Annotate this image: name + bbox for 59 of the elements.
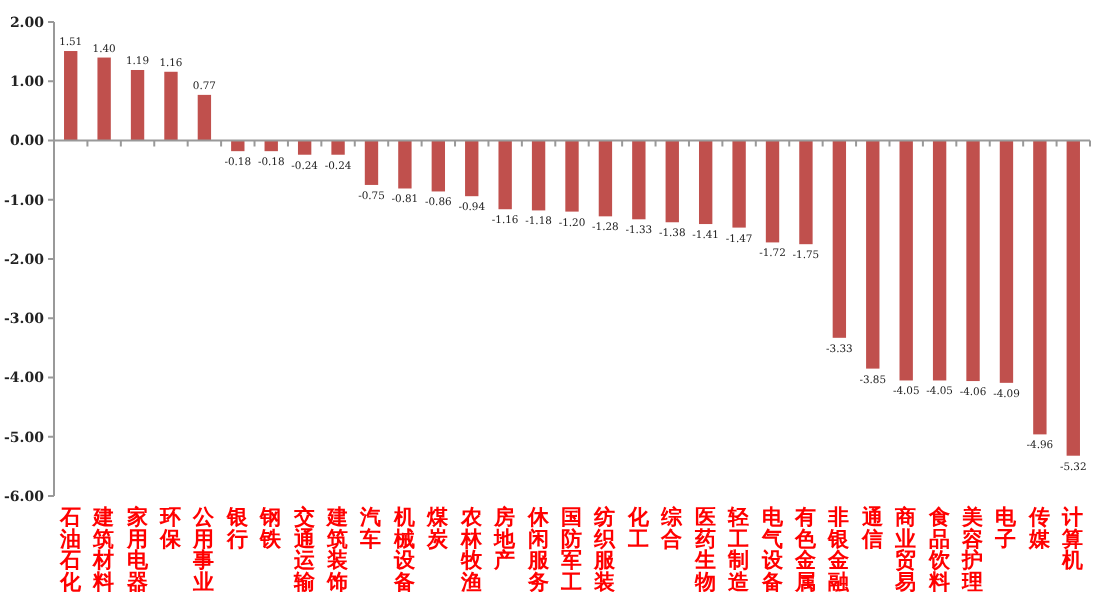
x-tick-label: 农林牧渔 xyxy=(458,504,485,592)
bar xyxy=(64,51,78,141)
x-tick-label: 国防军工 xyxy=(559,506,583,592)
x-tick-label: 交通运输 xyxy=(291,504,318,592)
bar xyxy=(498,140,512,210)
bar xyxy=(364,140,379,185)
bar xyxy=(899,140,913,381)
x-tick-label: 计算机 xyxy=(1060,504,1085,574)
x-tick-label: 环保 xyxy=(157,506,184,552)
x-tick-label: 汽车 xyxy=(358,504,383,552)
bar xyxy=(799,140,813,245)
bar xyxy=(632,140,646,220)
bar xyxy=(565,140,579,212)
bar xyxy=(999,140,1014,383)
bar xyxy=(966,140,980,382)
x-tick-label: 综合 xyxy=(659,504,686,552)
bar xyxy=(331,140,345,155)
x-tick-label: 休闲服务 xyxy=(525,506,552,592)
bar xyxy=(1066,140,1080,456)
bar xyxy=(932,140,947,381)
bar xyxy=(832,140,847,338)
bar xyxy=(732,140,746,228)
x-tick-label: 商业贸易 xyxy=(893,504,918,592)
x-tick-label: 钢铁 xyxy=(258,506,285,552)
x-tick-label: 化工 xyxy=(625,504,652,552)
x-tick-label: 房地产 xyxy=(492,504,519,574)
bar xyxy=(197,94,212,141)
x-tick-label: 建筑装饰 xyxy=(325,504,350,592)
x-tick-label: 公用事业 xyxy=(191,504,218,592)
bar xyxy=(164,71,178,141)
bar xyxy=(698,140,713,225)
bar xyxy=(398,140,412,189)
x-tick-label: 食品饮料 xyxy=(926,504,953,592)
bar xyxy=(431,140,446,192)
bar xyxy=(665,140,679,223)
x-tick-label: 通信 xyxy=(859,504,886,552)
x-tick-label: 石油石化 xyxy=(57,506,84,592)
x-tick-label: 机械设备 xyxy=(391,504,418,592)
bar xyxy=(465,140,479,197)
x-tick-label: 传媒 xyxy=(1026,504,1053,552)
x-tick-label: 非银金融 xyxy=(826,504,853,592)
x-tick-label: 煤炭 xyxy=(425,504,452,552)
x-tick-label: 轻工制造 xyxy=(726,504,753,592)
bar xyxy=(97,57,111,141)
x-tick-label: 银行 xyxy=(224,506,251,552)
x-tick-label: 家用电器 xyxy=(124,504,151,592)
bar xyxy=(130,69,145,141)
x-tick-label: 纺织服装 xyxy=(592,504,619,592)
x-tick-label: 电气设备 xyxy=(759,504,786,592)
x-tick-label: 电子 xyxy=(993,504,1020,552)
bar xyxy=(765,140,780,243)
x-tick-label: 建筑材料 xyxy=(91,504,116,592)
x-tick-label: 医药生物 xyxy=(692,506,717,592)
bar xyxy=(866,140,880,369)
bar xyxy=(1033,140,1047,435)
x-tick-label: 有色金属 xyxy=(792,504,819,592)
bar xyxy=(531,140,546,211)
bar xyxy=(598,140,613,217)
x-tick-label: 美容护理 xyxy=(960,504,985,592)
